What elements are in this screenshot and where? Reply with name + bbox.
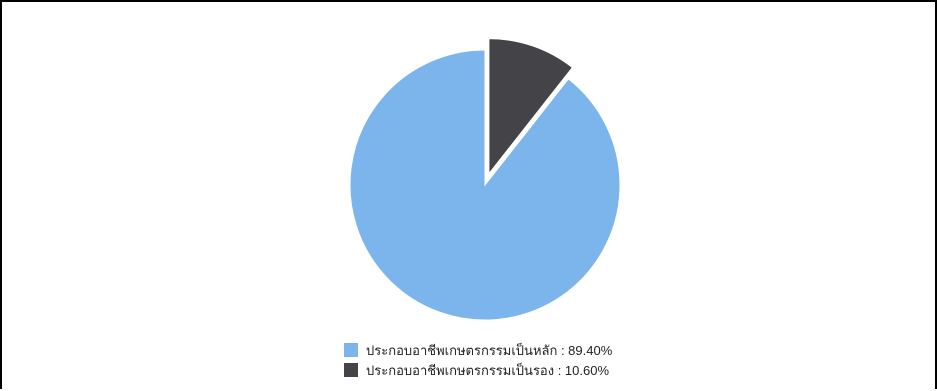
legend-label-primary: ประกอบอาชีพเกษตรกรรมเป็นหลัก : 89.40% xyxy=(366,342,613,358)
legend: ประกอบอาชีพเกษตรกรรมเป็นหลัก : 89.40% ปร… xyxy=(344,340,612,380)
legend-item-primary[interactable]: ประกอบอาชีพเกษตรกรรมเป็นหลัก : 89.40% xyxy=(344,340,612,360)
legend-label-secondary: ประกอบอาชีพเกษตรกรรมเป็นรอง : 10.60% xyxy=(366,362,610,378)
legend-swatch-secondary xyxy=(344,363,358,377)
legend-swatch-primary xyxy=(344,343,358,357)
pie-slice-secondary[interactable] xyxy=(488,38,574,176)
pie-slices xyxy=(349,38,621,321)
pie-slice-primary[interactable] xyxy=(349,49,621,321)
legend-item-secondary[interactable]: ประกอบอาชีพเกษตรกรรมเป็นรอง : 10.60% xyxy=(344,360,612,380)
